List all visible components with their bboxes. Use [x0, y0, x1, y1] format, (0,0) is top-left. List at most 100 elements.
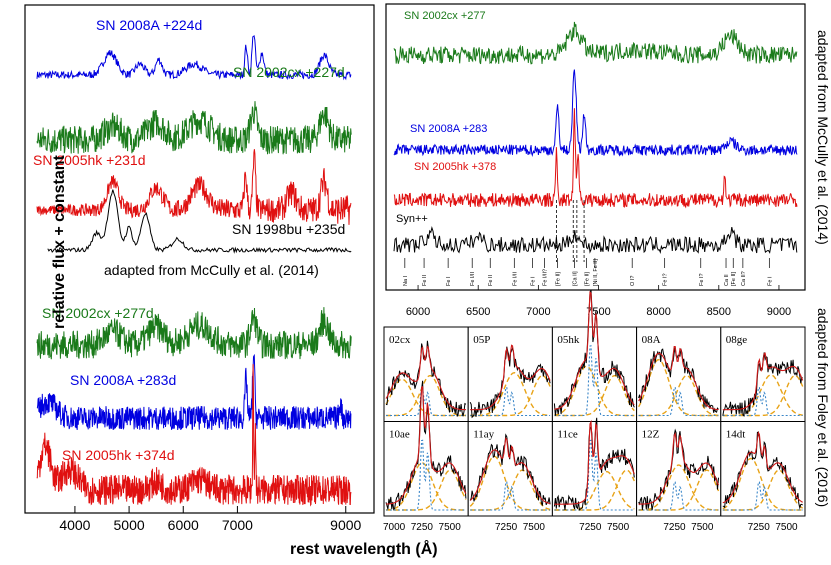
- x-tick-label-br: 7250: [411, 522, 434, 533]
- line-id-label: [Ca II]: [572, 271, 578, 286]
- broad-component: [385, 462, 466, 511]
- line-id-label: Fe II: [422, 275, 428, 286]
- x-tick-label-br: 7500: [523, 522, 546, 533]
- spectrum-2008a-224d: [36, 34, 352, 81]
- subpanel-label: 08ge: [726, 334, 748, 346]
- spectrum-label-tr: SN 2002cx +277: [404, 10, 486, 22]
- spectrum-label-tr: SN 2008A +283: [410, 123, 487, 135]
- spectrum-tr-synpp: [393, 225, 798, 254]
- narrow-component: [386, 439, 466, 511]
- line-id-label: Fe I?: [663, 273, 669, 286]
- model-fit: [722, 431, 803, 504]
- subpanel-label: 02cx: [389, 334, 411, 346]
- spectrum-label: SN 2008A +224d: [96, 17, 202, 33]
- x-tick-label-br: 7250: [495, 522, 518, 533]
- subpanel-label: 08A: [642, 334, 661, 346]
- model-fit: [554, 291, 635, 410]
- broad-component: [554, 470, 635, 511]
- spectrum-label: SN 2005hk +231d: [33, 152, 145, 168]
- broad-component: [638, 469, 720, 511]
- spectrum-label: SN 2008A +283d: [70, 372, 176, 388]
- x-tick-label-tr: 7000: [526, 306, 550, 318]
- left-panel-frame: [24, 4, 375, 514]
- narrow-component: [722, 386, 803, 417]
- broad-component: [386, 374, 466, 417]
- x-tick-label-tr: 8000: [646, 306, 670, 318]
- subpanel-label: 11ce: [557, 429, 577, 441]
- subpanel-frame: [383, 326, 469, 422]
- spectrum-2002cx-227d: [36, 101, 352, 155]
- narrow-component: [386, 386, 466, 417]
- x-tick-label-tr: 6000: [406, 306, 430, 318]
- spectrum-1998bu-235d: [47, 189, 352, 254]
- spectrum-2002cx-277d: [36, 307, 352, 360]
- subpanel-label: 14dt: [726, 429, 746, 441]
- observed-spectrum: [469, 346, 551, 419]
- group-note: adapted from McCully et al. (2014): [104, 262, 319, 278]
- x-tick-label-br: 7250: [748, 522, 771, 533]
- line-id-label: Fe I: [530, 276, 536, 286]
- line-id-label: [Fe II]: [731, 271, 737, 286]
- model-fit: [385, 345, 466, 411]
- model-fit: [722, 352, 804, 411]
- line-id-label: O I?: [630, 276, 636, 286]
- broad-component: [638, 464, 719, 511]
- x-tick-label-br: 7000: [383, 522, 406, 533]
- x-tick-label: 7000: [222, 517, 253, 533]
- narrow-component: [554, 345, 635, 417]
- narrow-component: [554, 439, 635, 511]
- narrow-component: [470, 481, 551, 511]
- x-tick-label: 9000: [330, 517, 361, 533]
- line-id-label: Na I: [403, 275, 409, 286]
- spectrum-label-tr: SN 2005hk +378: [414, 161, 496, 173]
- subpanel-label: 10ae: [389, 429, 410, 441]
- x-tick-label-tr: 8500: [707, 306, 731, 318]
- subpanel-label: 11ay: [473, 429, 494, 441]
- x-tick-label-br: 7500: [607, 522, 630, 533]
- spectrum-tr-2002cx: [393, 21, 798, 65]
- subpanel-label: 12Z: [642, 429, 660, 441]
- x-tick-label-br: 7500: [439, 522, 462, 533]
- model-fit: [638, 432, 720, 505]
- model-fit: [470, 344, 551, 411]
- line-id-label: Fe I/II?: [542, 269, 548, 286]
- observed-spectrum: [722, 431, 803, 510]
- top-right-panel-frame: [385, 3, 806, 291]
- line-id-label: Fe I/II: [512, 271, 518, 286]
- line-id-label: Fe I?: [699, 273, 705, 286]
- broad-component: [554, 375, 635, 417]
- line-id-label: [Ni II, Fe II]: [593, 259, 599, 286]
- broad-component: [722, 374, 803, 417]
- line-id-label: Fe I/II: [470, 271, 476, 286]
- spectrum-label: SN 2002cx +277d: [42, 305, 154, 321]
- x-tick-label: 6000: [168, 517, 199, 533]
- x-tick-label-tr: 6500: [466, 306, 490, 318]
- line-id-label: [Fe II]: [584, 271, 590, 286]
- source-label-mccully: adapted from McCully et al. (2014): [815, 30, 831, 245]
- narrow-component: [722, 481, 803, 511]
- x-tick-label-tr: 9000: [767, 306, 791, 318]
- y-axis-label: relative flux + constant: [51, 155, 68, 329]
- spectrum-2008a-283d: [36, 353, 352, 431]
- x-axis-label: rest wavelength (Å): [290, 541, 438, 558]
- spectrum-2005hk-231d: [36, 149, 352, 225]
- subpanel-label: 05hk: [557, 334, 580, 346]
- broad-component: [722, 469, 804, 511]
- line-id-label: Ca II?: [741, 271, 747, 286]
- model-fit: [469, 437, 551, 505]
- line-id-label: Fe I: [767, 276, 773, 286]
- broad-component: [722, 457, 803, 511]
- line-id-label: Fe I: [446, 276, 452, 286]
- narrow-component: [638, 386, 719, 417]
- model-fit: [385, 385, 467, 505]
- x-tick-label-br: 7250: [579, 522, 602, 533]
- line-id-label: Fe II: [488, 275, 494, 286]
- x-tick-label-br: 7250: [663, 522, 686, 533]
- spectrum-label: SN 2005hk +374d: [62, 447, 174, 463]
- spectrum-2005hk-374d: [36, 364, 352, 507]
- broad-component: [385, 378, 466, 417]
- narrow-component: [470, 386, 551, 417]
- spectrum-label: SN 2002cx +227d: [233, 64, 345, 80]
- x-tick-label: 4000: [59, 517, 90, 533]
- x-tick-label-br: 7500: [775, 522, 798, 533]
